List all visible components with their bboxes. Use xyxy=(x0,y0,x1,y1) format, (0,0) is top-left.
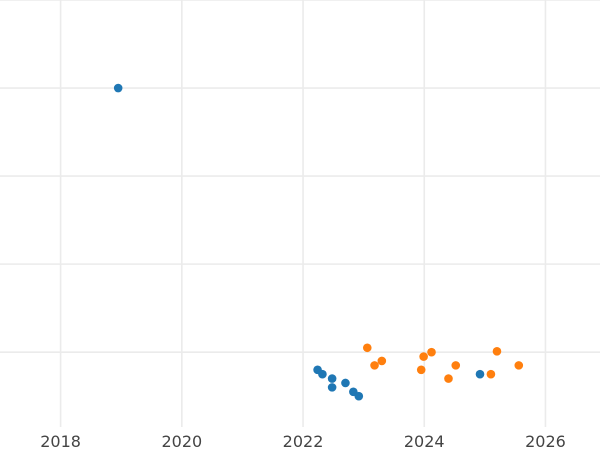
data-point-series-2-1 xyxy=(362,343,372,353)
grid-layer xyxy=(0,0,600,427)
data-point-series-1-9 xyxy=(475,369,485,379)
x-tick-label-2026: 2026 xyxy=(525,432,566,450)
data-point-series-1-4 xyxy=(327,374,337,383)
data-point-series-2-8 xyxy=(451,361,461,370)
data-point-series-1-8 xyxy=(354,391,364,401)
x-tick-label-2018: 2018 xyxy=(40,432,81,450)
x-tick-label-2020: 2020 xyxy=(161,432,202,450)
x-tick-labels: 2018 2020 2022 2024 2026 xyxy=(40,432,566,450)
x-tick-label-2022: 2022 xyxy=(283,432,324,450)
data-point-series-2-4 xyxy=(416,365,426,375)
data-point-series-1-5 xyxy=(327,383,337,392)
data-point-series-2-11 xyxy=(514,361,524,370)
data-point-series-2-5 xyxy=(419,352,428,361)
data-point-series-1-6 xyxy=(341,378,350,388)
data-point-series-2-10 xyxy=(492,346,502,356)
data-point-series-1-3 xyxy=(318,369,327,379)
data-point-series-2-2 xyxy=(370,361,379,370)
data-point-series-2-7 xyxy=(444,374,453,383)
x-tick-label-2024: 2024 xyxy=(404,432,445,450)
points-layer xyxy=(113,83,524,401)
data-point-series-2-3 xyxy=(377,356,387,366)
data-point-series-2-9 xyxy=(486,369,496,379)
data-point-series-2-6 xyxy=(427,347,436,357)
data-point-series-1-1 xyxy=(113,83,123,93)
